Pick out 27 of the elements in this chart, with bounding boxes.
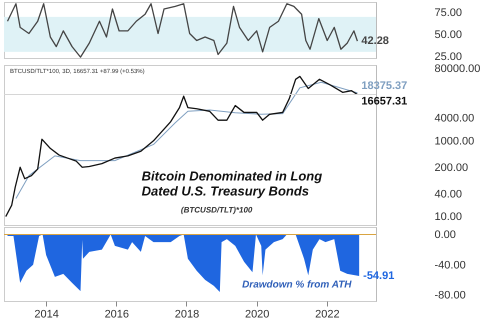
x-tick-label: 2020 xyxy=(244,308,270,320)
y-tick-label: 200.00 xyxy=(434,162,468,174)
y-tick-label: 25.00 xyxy=(434,50,462,63)
y-tick-label: -80.00 xyxy=(434,289,466,302)
x-tick-label: 2022 xyxy=(315,308,340,320)
y-tick-label: 0.00 xyxy=(434,229,456,242)
y-tick-label: 4000.00 xyxy=(434,112,474,124)
y-tick-label: 80000.00 xyxy=(434,63,480,76)
data-label: 18375.37 xyxy=(361,80,408,92)
x-tick-label: 2014 xyxy=(34,308,59,320)
text: (BTCUSD/TLT)*100 xyxy=(180,206,253,215)
x-tick-label: 2016 xyxy=(104,308,130,320)
data-label: 16657.31 xyxy=(361,96,408,108)
y-tick-label: -40.00 xyxy=(434,259,466,272)
data-label: -54.91 xyxy=(363,270,394,282)
annotation: Drawdown % from ATH xyxy=(242,280,352,291)
line-series xyxy=(5,76,358,218)
data-label: 42.28 xyxy=(361,35,389,48)
x-tick-label: 2018 xyxy=(174,308,200,320)
y-tick-label: 50.00 xyxy=(434,28,462,41)
y-tick-label: 10.00 xyxy=(434,211,462,224)
y-tick-label: 40.00 xyxy=(434,188,462,200)
y-tick-label: 1000.00 xyxy=(434,135,474,148)
text: Bitcoin Denominated in Long Dated U.S. Treasury Bonds xyxy=(142,168,322,199)
line-series xyxy=(15,82,358,200)
y-tick-label: 75.00 xyxy=(434,7,462,19)
line-series xyxy=(6,3,358,58)
